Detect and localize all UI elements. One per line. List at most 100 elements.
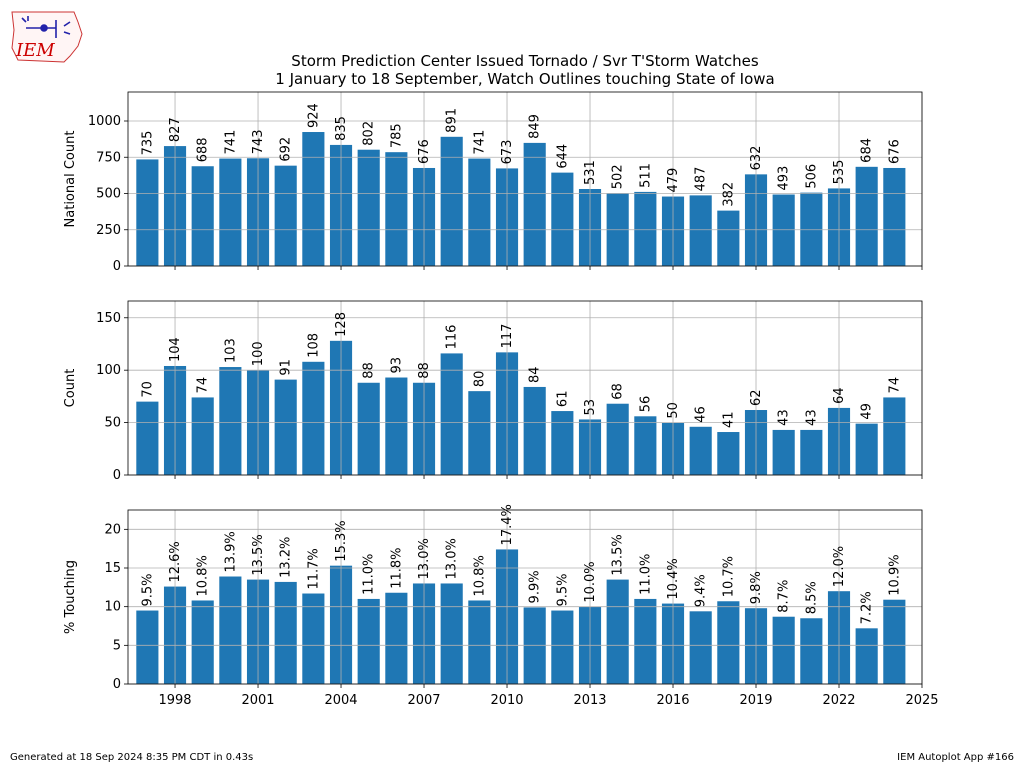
data-label: 10.8% bbox=[472, 555, 487, 596]
data-label: 43 bbox=[777, 409, 792, 426]
data-label: 88 bbox=[362, 362, 377, 379]
x-tick-label: 2019 bbox=[739, 693, 772, 708]
data-label: 502 bbox=[611, 164, 626, 189]
data-label: 88 bbox=[417, 362, 432, 379]
bar bbox=[274, 581, 297, 684]
bar bbox=[219, 576, 242, 684]
bar bbox=[855, 423, 878, 475]
bar bbox=[883, 397, 906, 475]
data-label: 91 bbox=[279, 359, 294, 376]
data-label: 8.5% bbox=[804, 581, 819, 614]
data-label: 849 bbox=[528, 114, 543, 139]
data-label: 116 bbox=[445, 325, 460, 350]
bar bbox=[551, 610, 574, 684]
data-label: 62 bbox=[749, 389, 764, 406]
data-label: 493 bbox=[777, 166, 792, 191]
data-label: 49 bbox=[860, 403, 875, 420]
data-label: 827 bbox=[168, 117, 183, 142]
data-label: 13.2% bbox=[279, 537, 294, 578]
data-label: 10.9% bbox=[887, 554, 902, 595]
bar bbox=[551, 172, 574, 266]
data-label: 15.3% bbox=[334, 520, 349, 561]
data-label: 644 bbox=[555, 144, 570, 169]
bar bbox=[274, 379, 297, 475]
data-label: 11.0% bbox=[638, 554, 653, 595]
data-label: 9.9% bbox=[528, 570, 543, 603]
bar bbox=[136, 401, 159, 475]
data-label: 128 bbox=[334, 312, 349, 337]
bar bbox=[800, 618, 823, 684]
x-tick-label: 2004 bbox=[324, 693, 357, 708]
data-label: 103 bbox=[223, 338, 238, 363]
bar bbox=[274, 165, 297, 266]
data-label: 13.5% bbox=[611, 534, 626, 575]
data-label: 13.9% bbox=[223, 531, 238, 572]
bar bbox=[302, 132, 325, 266]
data-label: 50 bbox=[666, 402, 681, 419]
panel-3: 0 5 10 15 20 1998 2001 2004 2007 2010 2013 2016 2019… bbox=[63, 504, 939, 708]
footer-app-id: IEM Autoplot App #166 bbox=[897, 752, 1014, 763]
bar bbox=[772, 429, 795, 475]
x-tick-label: 2010 bbox=[490, 693, 523, 708]
y-tick-label: 100 bbox=[96, 363, 121, 378]
y-axis-label: National Count bbox=[63, 131, 78, 228]
data-label: 61 bbox=[555, 391, 570, 408]
data-label: 743 bbox=[251, 129, 266, 154]
bar bbox=[385, 592, 408, 684]
data-label: 84 bbox=[528, 366, 543, 383]
data-label: 835 bbox=[334, 116, 349, 141]
data-label: 13.0% bbox=[417, 538, 432, 579]
bar bbox=[717, 432, 740, 475]
data-label: 10.4% bbox=[666, 558, 681, 599]
x-tick-label: 2007 bbox=[407, 693, 440, 708]
data-label: 9.5% bbox=[140, 574, 155, 607]
data-label: 382 bbox=[721, 182, 736, 207]
y-tick-label: 0 bbox=[113, 259, 121, 274]
bar bbox=[883, 167, 906, 266]
data-label: 10.0% bbox=[583, 561, 598, 602]
data-label: 104 bbox=[168, 337, 183, 362]
data-label: 11.0% bbox=[362, 554, 377, 595]
bar bbox=[191, 397, 214, 475]
x-tick-label: 2016 bbox=[656, 693, 689, 708]
bar bbox=[634, 598, 657, 684]
bar bbox=[302, 361, 325, 475]
y-tick-label: 0 bbox=[113, 677, 121, 692]
bar bbox=[302, 593, 325, 684]
bar bbox=[468, 158, 491, 266]
data-label: 479 bbox=[666, 168, 681, 193]
axes-frame bbox=[127, 300, 923, 476]
panel-2: 0 50 100 150 Count 70 104 74 103 100 91 108 128 88 93 8… bbox=[63, 300, 923, 483]
bar bbox=[136, 610, 159, 684]
bar bbox=[357, 149, 380, 266]
data-label: 924 bbox=[306, 103, 321, 128]
axes-frame bbox=[127, 91, 923, 267]
data-label: 785 bbox=[389, 123, 404, 148]
data-label: 68 bbox=[611, 383, 626, 400]
bar bbox=[717, 210, 740, 266]
data-label: 17.4% bbox=[500, 504, 515, 545]
y-tick-label: 150 bbox=[96, 311, 121, 326]
y-tick-label: 10 bbox=[104, 600, 121, 615]
data-label: 41 bbox=[721, 411, 736, 428]
bar bbox=[357, 382, 380, 475]
data-label: 10.8% bbox=[196, 555, 211, 596]
data-label: 13.5% bbox=[251, 534, 266, 575]
chart-title-line: 1 January to 18 September, Watch Outline… bbox=[275, 70, 774, 88]
x-tick-label: 1998 bbox=[158, 693, 191, 708]
data-label: 74 bbox=[887, 377, 902, 394]
bar bbox=[385, 152, 408, 266]
bar bbox=[689, 426, 712, 475]
data-label: 12.6% bbox=[168, 541, 183, 582]
data-label: 506 bbox=[804, 164, 819, 189]
data-label: 117 bbox=[500, 324, 515, 349]
data-label: 13.0% bbox=[445, 538, 460, 579]
iowa-outline-icon bbox=[11, 11, 83, 63]
data-label: 511 bbox=[638, 163, 653, 188]
bar bbox=[634, 191, 657, 266]
x-tick-label: 2013 bbox=[573, 693, 606, 708]
iem-logo: IEM bbox=[11, 11, 83, 63]
bar bbox=[772, 616, 795, 684]
x-tick-label: 2025 bbox=[905, 693, 938, 708]
bar bbox=[689, 195, 712, 266]
